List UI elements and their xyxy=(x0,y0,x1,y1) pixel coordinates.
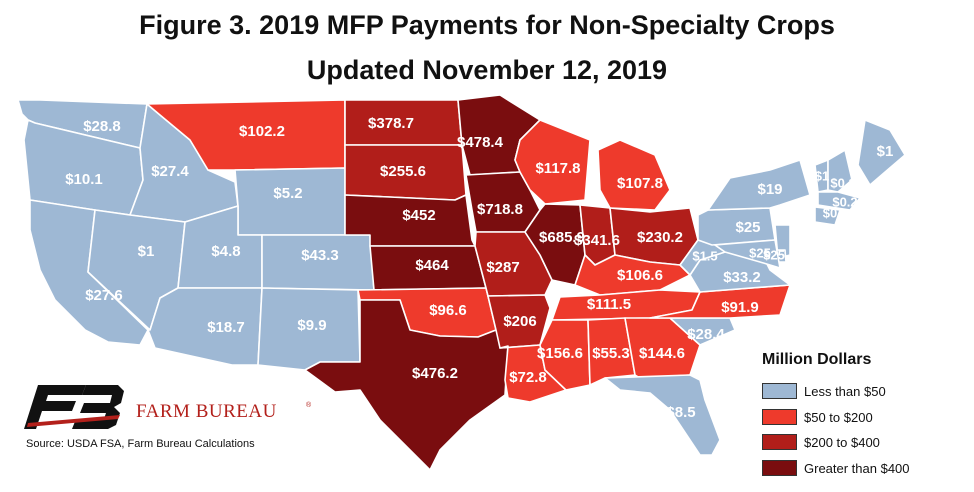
state-value-wv: $1.5 xyxy=(692,248,717,263)
state-value-ky: $106.6 xyxy=(617,267,663,284)
state-value-al: $55.3 xyxy=(592,345,630,362)
state-value-de: $25 xyxy=(763,247,785,262)
state-value-va: $33.2 xyxy=(723,269,761,286)
state-value-oh: $230.2 xyxy=(637,229,683,246)
state-value-me: $1 xyxy=(877,143,894,160)
farm-bureau-logo-icon xyxy=(24,385,124,429)
registered-mark-icon: ® xyxy=(306,402,312,409)
state-value-la: $72.8 xyxy=(509,369,547,386)
state-value-nd: $378.7 xyxy=(368,115,414,132)
legend-item-high: $200 to $400 xyxy=(762,433,880,451)
state-value-az: $18.7 xyxy=(207,319,245,336)
state-nh xyxy=(827,149,853,193)
legend-item-low: Less than $50 xyxy=(762,382,886,400)
legend-title: Million Dollars xyxy=(762,351,872,368)
state-me xyxy=(857,119,906,186)
state-value-ma: $0.2 xyxy=(832,194,857,209)
state-wi xyxy=(514,119,591,205)
state-value-ia: $718.8 xyxy=(477,201,523,218)
state-value-ct: $0 xyxy=(823,205,837,220)
state-value-ut: $4.8 xyxy=(211,243,240,260)
state-value-nh: $0.1 xyxy=(830,175,855,190)
state-value-ks: $464 xyxy=(415,257,449,274)
state-value-nj: $3 xyxy=(791,227,805,242)
state-value-vt: $1 xyxy=(815,168,829,183)
state-value-nc: $91.9 xyxy=(721,299,759,316)
state-value-id: $27.4 xyxy=(151,163,189,180)
state-al xyxy=(587,317,636,386)
brand-name: FARM BUREAU xyxy=(136,401,277,422)
state-value-ca: $27.6 xyxy=(85,287,123,304)
state-value-ar: $206 xyxy=(503,313,536,330)
state-value-fl: $8.5 xyxy=(666,404,695,421)
state-value-il: $685.9 xyxy=(539,229,585,246)
state-ma xyxy=(817,191,861,211)
state-value-ne: $452 xyxy=(402,207,435,224)
state-value-ok: $96.6 xyxy=(429,302,467,319)
state-md xyxy=(714,239,781,269)
figure-subtitle: Updated November 12, 2019 xyxy=(306,55,668,85)
state-value-pa: $25 xyxy=(735,219,760,236)
legend-label-mid: $50 to $200 xyxy=(804,409,873,425)
state-value-in: $341.6 xyxy=(574,232,620,249)
state-value-mi: $107.8 xyxy=(617,175,663,192)
legend-swatch-low xyxy=(762,383,797,399)
state-value-or: $10.1 xyxy=(65,171,103,188)
legend-label-low: Less than $50 xyxy=(804,383,886,399)
legend-swatch-high xyxy=(762,434,797,450)
state-value-wy: $5.2 xyxy=(273,185,302,202)
state-ny xyxy=(707,159,811,211)
state-value-ny: $19 xyxy=(757,181,782,198)
state-value-tn: $111.5 xyxy=(587,296,631,313)
legend-item-top: Greater than $400 xyxy=(762,459,910,477)
state-value-sd: $255.6 xyxy=(380,163,426,180)
state-value-wa: $28.8 xyxy=(83,118,121,135)
legend-label-top: Greater than $400 xyxy=(804,460,910,476)
legend-item-mid: $50 to $200 xyxy=(762,408,873,426)
state-value-mo: $287 xyxy=(486,259,519,276)
state-value-tx: $476.2 xyxy=(412,365,458,382)
state-mi xyxy=(597,139,671,211)
state-ct xyxy=(814,206,841,226)
state-value-wi: $117.8 xyxy=(535,160,580,177)
state-value-ga: $144.6 xyxy=(639,345,685,362)
state-value-ms: $156.6 xyxy=(537,345,583,362)
legend-swatch-mid xyxy=(762,409,797,425)
state-value-mn: $478.4 xyxy=(457,134,504,151)
state-tx xyxy=(304,299,509,471)
state-value-nm: $9.9 xyxy=(297,317,326,334)
source-note: Source: USDA FSA, Farm Bureau Calculatio… xyxy=(26,438,255,450)
figure-title: Figure 3. 2019 MFP Payments for Non-Spec… xyxy=(139,10,835,40)
state-value-md: $25 xyxy=(749,245,771,260)
state-az xyxy=(147,287,263,366)
state-value-co: $43.3 xyxy=(301,247,339,264)
state-value-nv: $1 xyxy=(138,243,155,260)
legend-swatch-top xyxy=(762,460,797,476)
state-value-sc: $28.4 xyxy=(687,326,725,343)
state-fl xyxy=(604,374,721,456)
state-value-mt: $102.2 xyxy=(239,123,285,140)
legend-label-high: $200 to $400 xyxy=(804,434,880,450)
